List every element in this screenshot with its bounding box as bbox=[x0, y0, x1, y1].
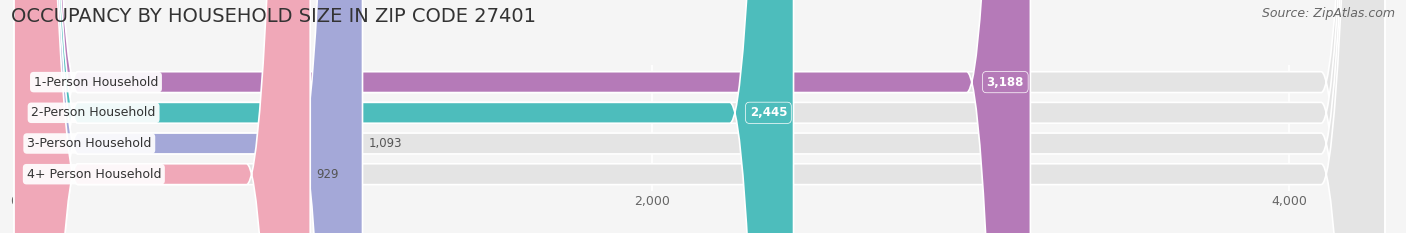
FancyBboxPatch shape bbox=[14, 0, 1385, 233]
FancyBboxPatch shape bbox=[14, 0, 363, 233]
FancyBboxPatch shape bbox=[14, 0, 1385, 233]
Text: 929: 929 bbox=[316, 168, 339, 181]
Text: 1-Person Household: 1-Person Household bbox=[34, 76, 157, 89]
FancyBboxPatch shape bbox=[14, 0, 1385, 233]
Text: 3,188: 3,188 bbox=[987, 76, 1024, 89]
Text: 1,093: 1,093 bbox=[368, 137, 402, 150]
Text: 2-Person Household: 2-Person Household bbox=[31, 106, 156, 119]
Text: 3-Person Household: 3-Person Household bbox=[27, 137, 152, 150]
FancyBboxPatch shape bbox=[14, 0, 793, 233]
FancyBboxPatch shape bbox=[14, 0, 1031, 233]
Text: 4+ Person Household: 4+ Person Household bbox=[27, 168, 162, 181]
FancyBboxPatch shape bbox=[14, 0, 1385, 233]
Text: Source: ZipAtlas.com: Source: ZipAtlas.com bbox=[1261, 7, 1395, 20]
Text: OCCUPANCY BY HOUSEHOLD SIZE IN ZIP CODE 27401: OCCUPANCY BY HOUSEHOLD SIZE IN ZIP CODE … bbox=[11, 7, 536, 26]
Text: 2,445: 2,445 bbox=[749, 106, 787, 119]
FancyBboxPatch shape bbox=[14, 0, 311, 233]
